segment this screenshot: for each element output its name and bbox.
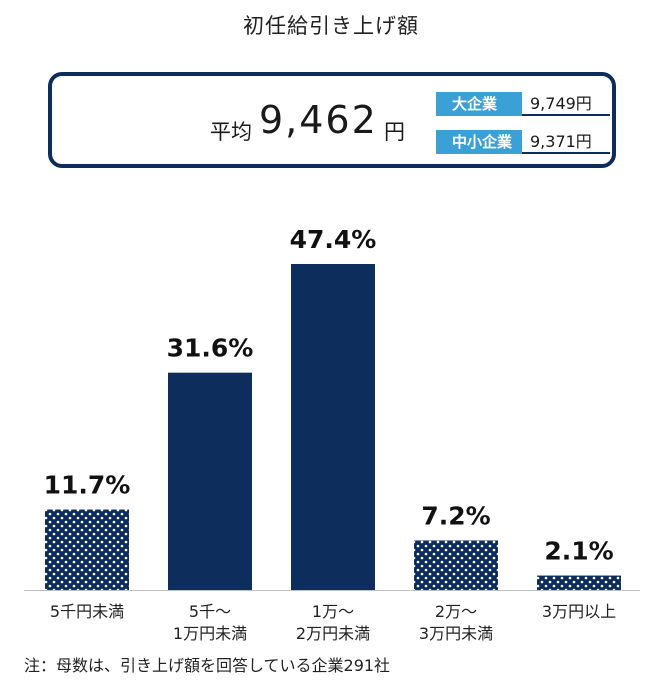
- category-label-3: 1万～ 2万円未満: [296, 602, 370, 643]
- data-label-3: 47.4%: [290, 225, 377, 254]
- data-label-5: 2.1%: [544, 537, 613, 566]
- summary-box: 平均 9,462 円 大企業 9,749円 中小企業 9,371円: [48, 72, 616, 168]
- average-label: 平均: [210, 120, 252, 144]
- category-label-5: 3万円以上: [542, 602, 616, 621]
- category-label-1: 5千円未満: [50, 602, 124, 621]
- bar-5: [537, 575, 621, 590]
- data-label-2: 31.6%: [167, 334, 254, 363]
- bar-2: [168, 372, 252, 590]
- category-label-2: 5千～ 1万円未満: [173, 602, 247, 643]
- bar-4: [414, 540, 498, 590]
- large-company-label: 大企業: [436, 92, 522, 116]
- average-unit: 円: [384, 120, 405, 144]
- sme-value: 9,371円: [522, 130, 610, 154]
- bar-1: [45, 509, 129, 590]
- large-company-value: 9,749円: [522, 92, 610, 116]
- chart-title: 初任給引き上げ額: [243, 14, 419, 38]
- bar-3: [291, 264, 375, 590]
- sme-label: 中小企業: [436, 130, 522, 154]
- data-label-4: 7.2%: [421, 501, 490, 530]
- category-label-4: 2万～ 3万円未満: [419, 602, 493, 643]
- sme-row: 中小企業 9,371円: [436, 130, 610, 154]
- data-label-1: 11.7%: [44, 471, 131, 500]
- footnote: 注：母数は、引き上げ額を回答している企業291社: [24, 656, 391, 675]
- large-company-row: 大企業 9,749円: [436, 92, 610, 116]
- average-value: 9,462: [259, 98, 378, 142]
